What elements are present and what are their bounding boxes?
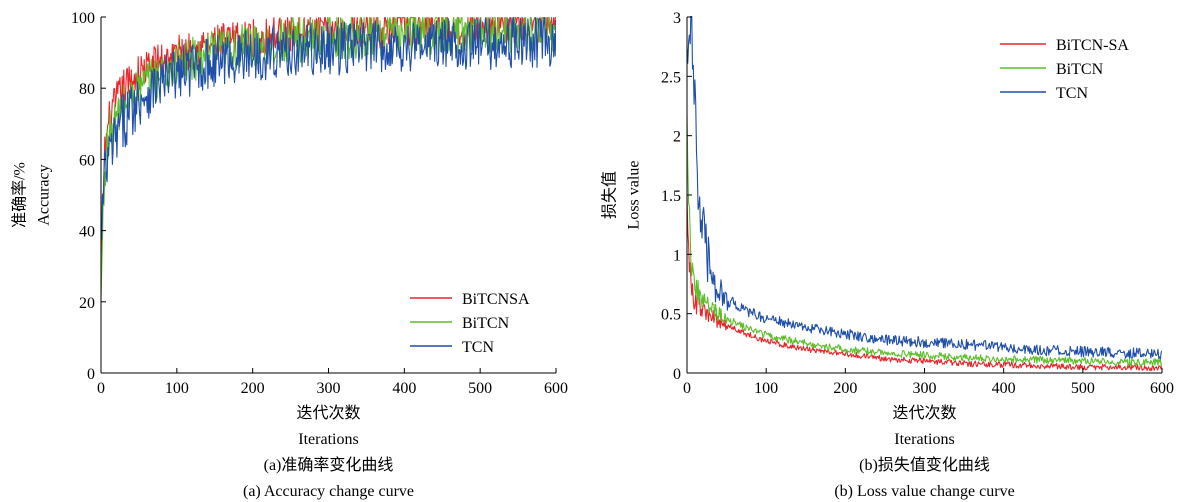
caption: (a) Accuracy change curve (243, 483, 414, 500)
legend: BiTCNSA BiTCN TCN (410, 291, 530, 356)
legend-label: BiTCN (462, 315, 510, 332)
x-tick-label: 300 (913, 380, 937, 397)
x-tick-label: 400 (992, 380, 1016, 397)
y-tick-label: 1.5 (661, 188, 681, 205)
y-tick-label: 0 (673, 366, 681, 383)
x-tick-label: 400 (392, 380, 416, 397)
legend-label: BiTCN-SA (1056, 37, 1129, 54)
accuracy-panel: 0 100 200 300 400 500 600 0 20 40 60 80 100 准确率/% Accu… (11, 10, 569, 500)
legend-label: BiTCNSA (462, 291, 530, 308)
x-tick-label: 600 (1150, 380, 1174, 397)
caption-cn: (a)准确率变化曲线 (264, 456, 394, 474)
y-tick-label: 3 (673, 10, 681, 27)
y-tick-label: 80 (79, 81, 95, 98)
x-tick-label: 300 (317, 380, 341, 397)
y-tick-label: 0.5 (661, 307, 681, 324)
y-tick-label: 100 (71, 10, 95, 27)
series-line-bitcn (687, 113, 1162, 367)
y-axis-label-cn: 准确率/% (11, 162, 29, 228)
x-tick-label: 100 (165, 380, 189, 397)
legend-label: TCN (1056, 85, 1088, 102)
x-tick-label: 0 (97, 380, 105, 397)
x-axis-label: Iterations (894, 431, 954, 448)
y-tick-label: 20 (79, 295, 95, 312)
legend-label: BiTCN (1056, 61, 1104, 78)
x-tick-label: 600 (544, 380, 568, 397)
y-axis-label-cn: 损失值 (601, 171, 619, 219)
x-tick-label: 0 (683, 380, 691, 397)
caption: (b) Loss value change curve (834, 483, 1014, 500)
legend: BiTCN-SA BiTCN TCN (1000, 37, 1129, 102)
y-tick-label: 60 (79, 152, 95, 169)
y-tick-label: 40 (79, 224, 95, 241)
x-axis-label-cn: 迭代次数 (296, 404, 360, 422)
x-axis-label: Iterations (298, 431, 358, 448)
caption-cn: (b)损失值变化曲线 (859, 456, 990, 474)
x-tick-label: 500 (468, 380, 492, 397)
x-tick-label: 500 (1071, 380, 1095, 397)
y-tick-label: 2.5 (661, 69, 681, 86)
y-tick-label: 0 (87, 366, 95, 383)
x-tick-label: 200 (833, 380, 857, 397)
series-group (101, 17, 556, 300)
x-tick-label: 200 (241, 380, 265, 397)
loss-panel: 0 100 200 300 400 500 600 0 0.5 1 1.5 2 2.5 3 损失值 Loss … (601, 10, 1175, 500)
series-line-tcn (101, 17, 556, 240)
y-tick-label: 1 (673, 247, 681, 264)
y-axis-label: Accuracy (36, 164, 53, 225)
y-axis-label: Loss value (626, 161, 643, 230)
legend-label: TCN (462, 339, 494, 356)
series-line-bitcnsa (101, 17, 556, 288)
series-line-tcn (687, 16, 1162, 360)
x-tick-label: 100 (754, 380, 778, 397)
x-axis-label-cn: 迭代次数 (892, 404, 956, 422)
y-tick-label: 2 (673, 129, 681, 146)
